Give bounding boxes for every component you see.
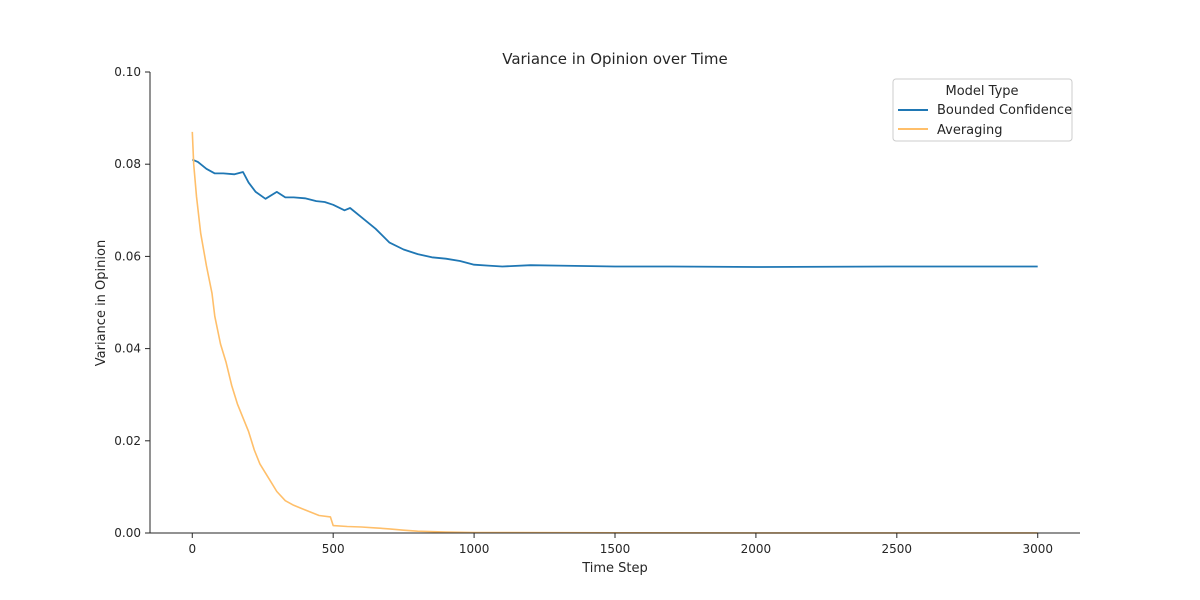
x-ticks: 0 500 1000 1500 2000 2500 3000 [188, 533, 1053, 556]
series-line-bounded-confidence [191, 158, 1038, 268]
legend: Model Type Bounded Confidence Averaging [892, 78, 1073, 142]
x-tick-label: 500 [322, 542, 345, 556]
y-tick-label: 0.08 [114, 157, 141, 171]
y-tick-label: 0.06 [114, 249, 141, 263]
y-ticks: 0.00 0.02 0.04 0.06 0.08 0.10 [114, 65, 150, 540]
x-tick-label: 2000 [741, 542, 772, 556]
series-line-averaging [191, 131, 1038, 534]
x-tick-label: 0 [188, 542, 196, 556]
chart-title: Variance in Opinion over Time [502, 50, 728, 68]
legend-label-averaging: Averaging [937, 123, 1003, 138]
x-tick-label: 3000 [1022, 542, 1053, 556]
y-tick-label: 0.04 [114, 342, 141, 356]
y-tick-label: 0.00 [114, 526, 141, 540]
legend-title: Model Type [945, 84, 1018, 99]
y-tick-label: 0.10 [114, 65, 141, 79]
x-axis-label: Time Step [581, 561, 648, 576]
x-tick-label: 1000 [459, 542, 490, 556]
y-axis-label: Variance in Opinion [94, 240, 109, 366]
x-tick-label: 2500 [882, 542, 913, 556]
x-tick-label: 1500 [600, 542, 631, 556]
legend-box [892, 78, 1073, 142]
y-tick-label: 0.02 [114, 434, 141, 448]
legend-label-bounded-confidence: Bounded Confidence [937, 103, 1072, 118]
plot-area [191, 131, 1038, 534]
